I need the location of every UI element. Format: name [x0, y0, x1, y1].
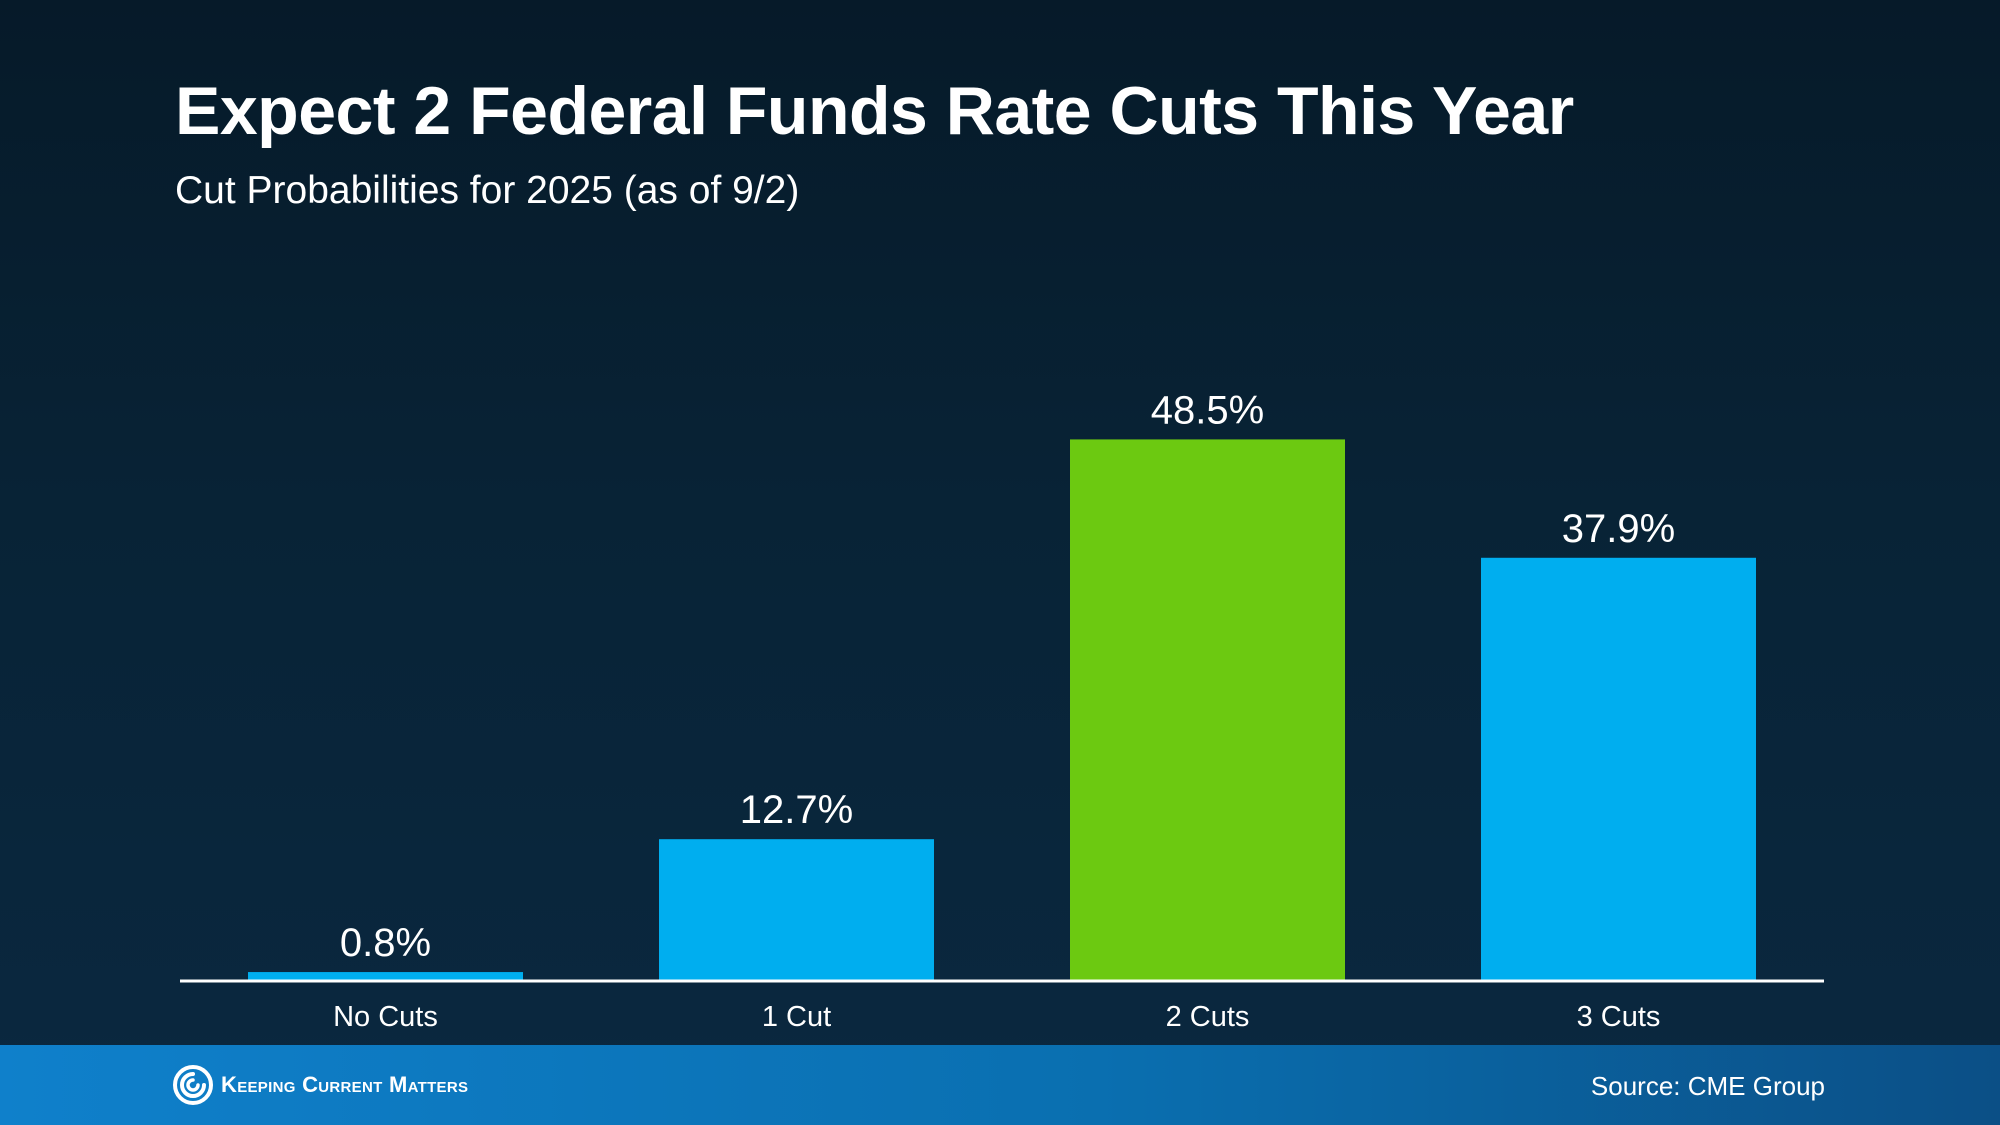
value-label-group: 0.8% 12.7% 48.5% 37.9%: [340, 388, 1675, 965]
bar-2-cuts: [1070, 439, 1345, 982]
bar-3-cuts: [1481, 557, 1756, 981]
category-tick-label: 3 Cuts: [1577, 1001, 1661, 1033]
page-subtitle: Cut Probabilities for 2025 (as of 9/2): [175, 169, 800, 212]
bar-1-cut: [659, 839, 934, 981]
brand-name: Keeping Current Matters: [221, 1072, 469, 1097]
bar-no-cuts: [248, 972, 523, 981]
tick-label-group: No Cuts 1 Cut 2 Cuts 3 Cuts: [333, 1001, 1660, 1033]
swirl-logo-icon: [173, 1065, 213, 1105]
value-label: 48.5%: [1151, 388, 1264, 432]
bar-group: [248, 439, 1756, 982]
page-title: Expect 2 Federal Funds Rate Cuts This Ye…: [175, 73, 1574, 149]
category-tick-label: 2 Cuts: [1166, 1001, 1250, 1033]
footer-bar: Keeping Current Matters Source: CME Grou…: [0, 1045, 2000, 1125]
category-tick-label: No Cuts: [333, 1001, 438, 1033]
value-label: 0.8%: [340, 921, 431, 965]
value-label: 12.7%: [740, 788, 853, 832]
bar-chart: 0.8% 12.7% 48.5% 37.9% No Cuts 1 Cut 2 Cuts 3 …: [248, 388, 1756, 1033]
source-note: Source: CME Group: [1590, 1071, 1825, 1101]
category-tick-label: 1 Cut: [762, 1001, 831, 1033]
value-label: 37.9%: [1562, 507, 1675, 551]
brand-logo: Keeping Current Matters: [173, 1063, 468, 1107]
